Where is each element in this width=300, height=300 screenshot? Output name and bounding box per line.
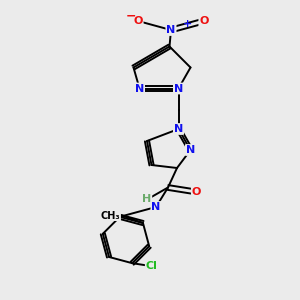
Text: O: O [133, 16, 143, 26]
Text: N: N [152, 202, 160, 212]
Text: Cl: Cl [146, 261, 158, 271]
Text: +: + [183, 19, 192, 29]
Text: −: − [126, 10, 136, 22]
Text: CH₃: CH₃ [101, 211, 121, 220]
Text: O: O [199, 16, 209, 26]
Text: N: N [167, 25, 176, 35]
Text: H: H [142, 194, 152, 205]
Text: N: N [174, 124, 183, 134]
Text: N: N [135, 83, 144, 94]
Text: N: N [186, 145, 195, 155]
Text: N: N [174, 83, 183, 94]
Text: O: O [192, 187, 201, 197]
